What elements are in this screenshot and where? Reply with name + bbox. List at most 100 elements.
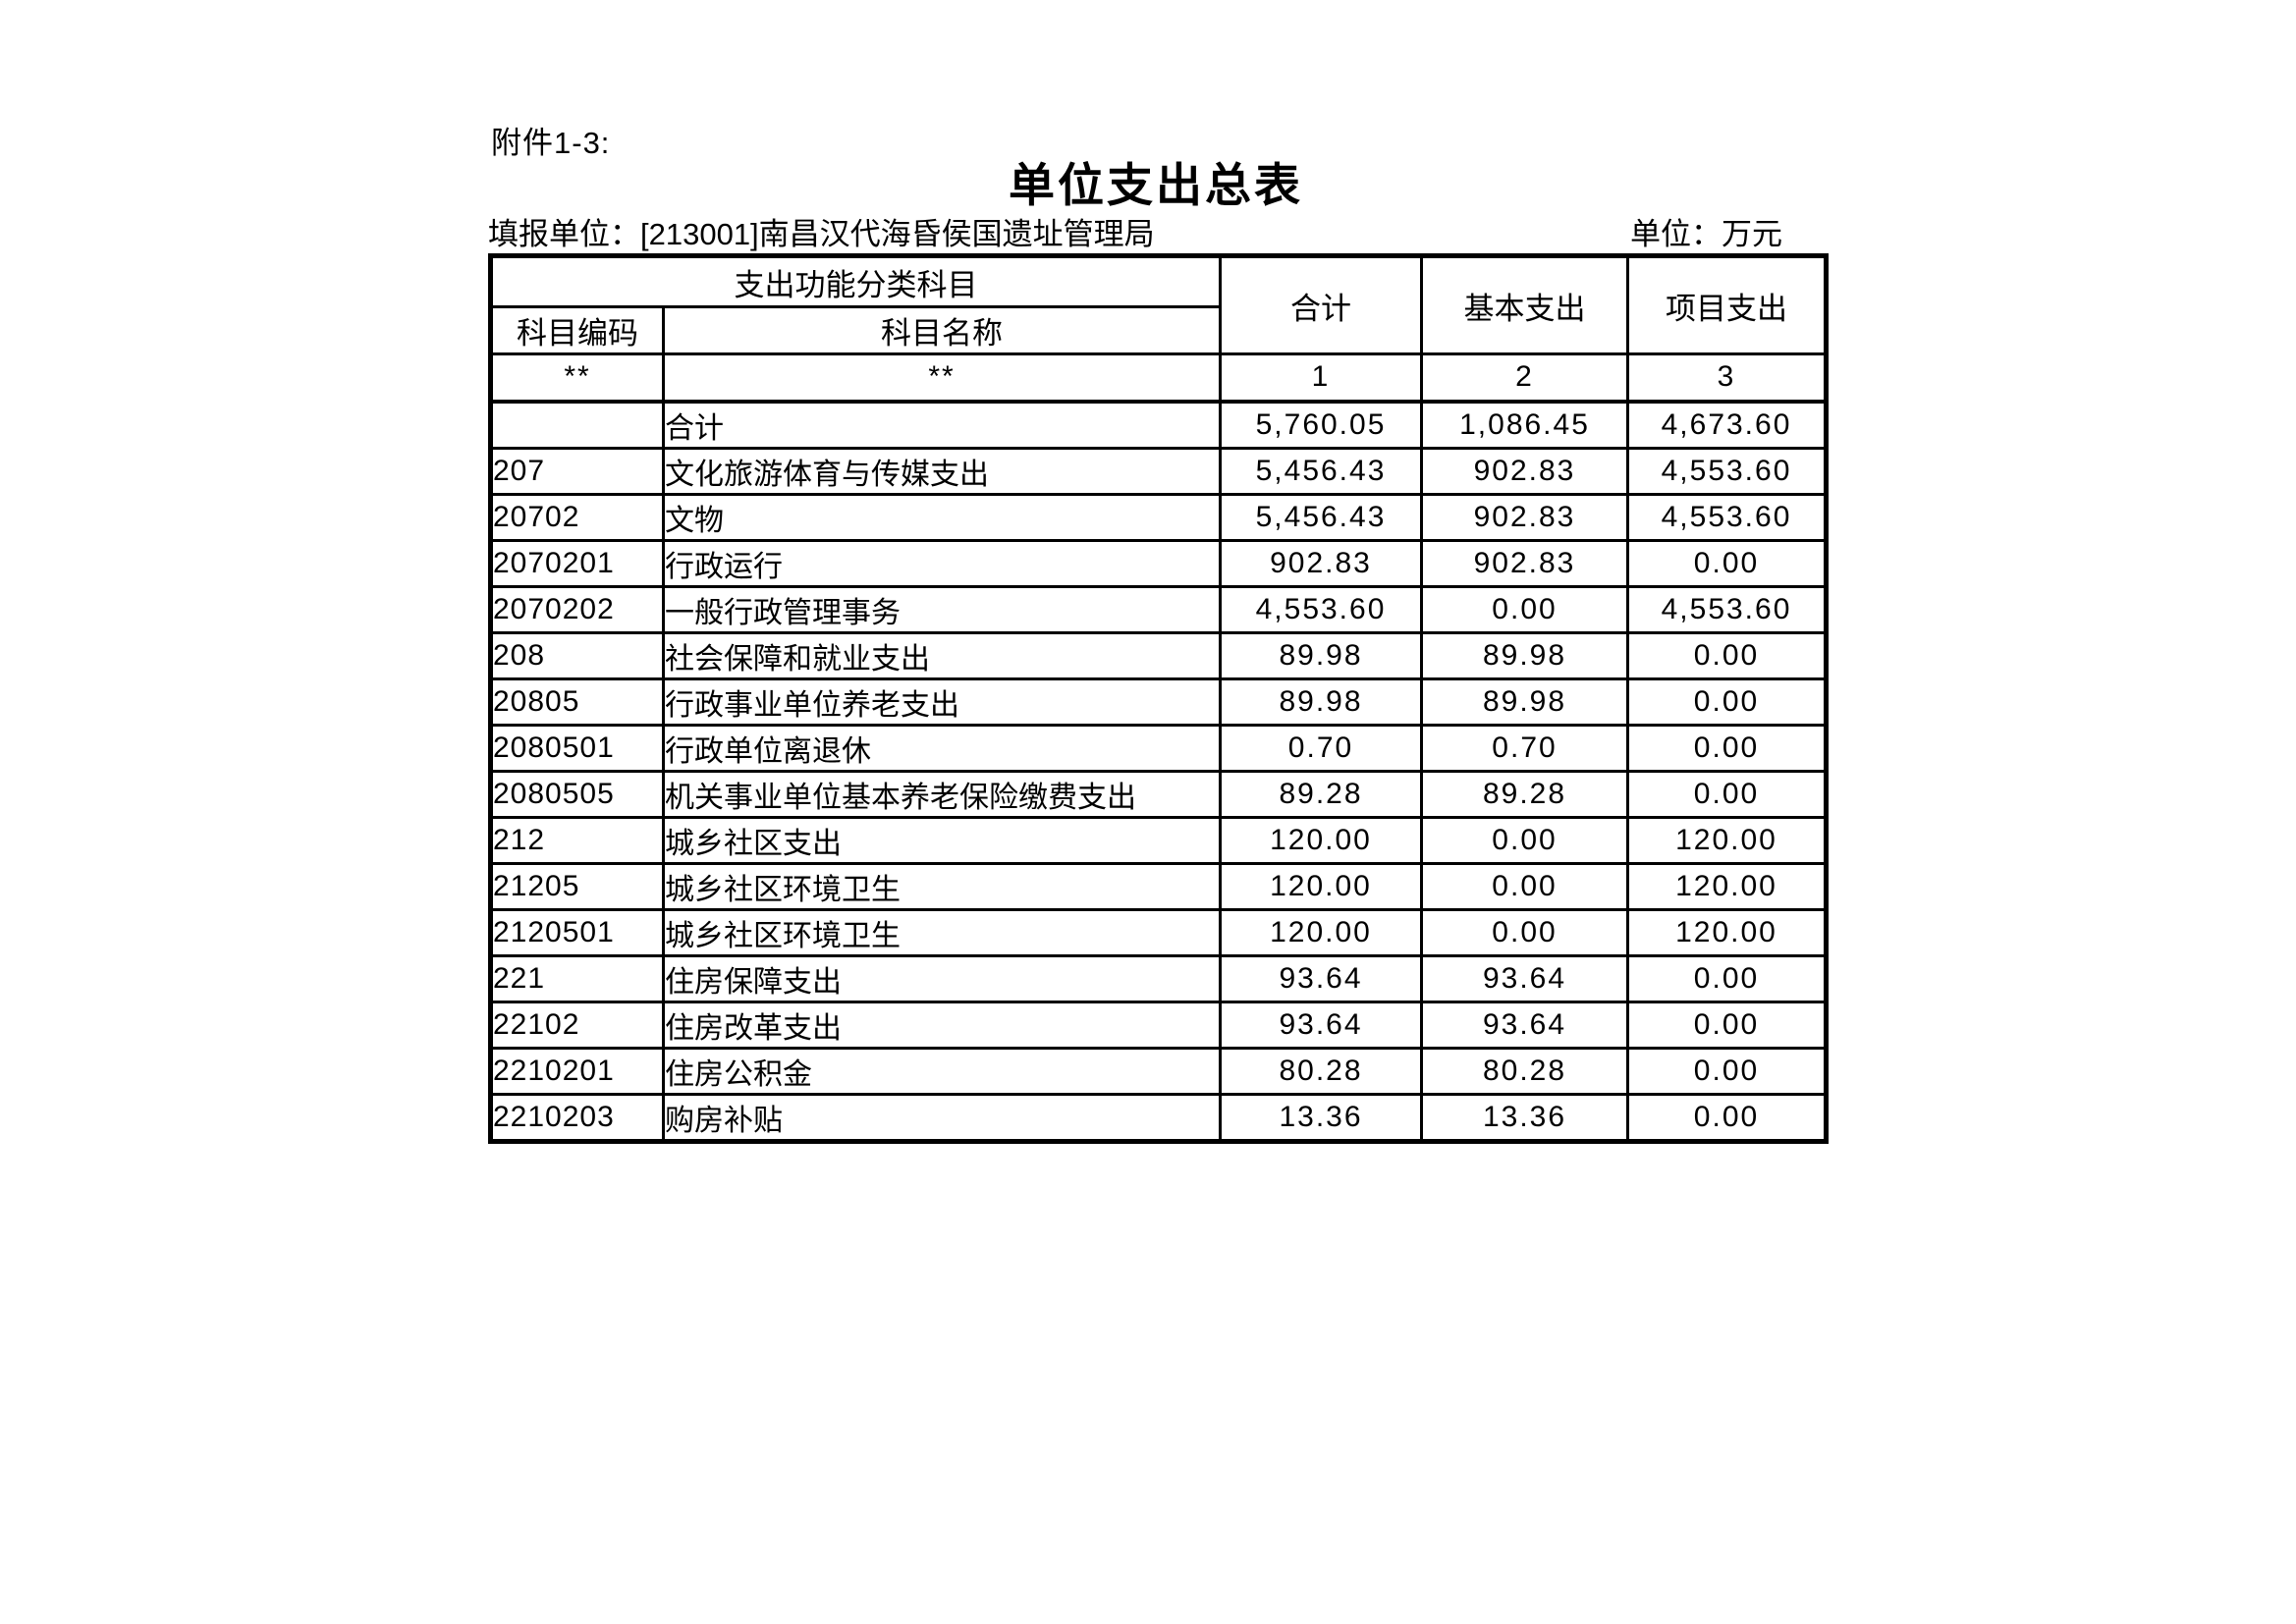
column-number-project: 3 [1626,352,1828,404]
total-cell: 4,553.60 [1219,584,1423,634]
name-cell: 社会保障和就业支出 [662,630,1222,680]
total-cell: 0.70 [1219,723,1423,773]
name-cell: 一般行政管理事务 [662,584,1222,634]
total-cell: 13.36 [1219,1092,1423,1143]
header-basic-expenditure: 基本支出 [1420,254,1629,355]
project-cell: 4,553.60 [1626,492,1828,542]
project-cell: 0.00 [1626,677,1828,727]
code-cell [489,400,665,450]
basic-cell: 0.00 [1420,907,1629,957]
table-row: 2070202 一般行政管理事务 4,553.60 0.00 4,553.60 [489,584,1828,634]
table-row: 20702 文物 5,456.43 902.83 4,553.60 [489,492,1828,542]
project-cell: 0.00 [1626,538,1828,588]
project-cell: 4,553.60 [1626,584,1828,634]
name-cell: 文化旅游体育与传媒支出 [662,446,1222,496]
project-cell: 4,673.60 [1626,400,1828,450]
table-row: 2080501 行政单位离退休 0.70 0.70 0.00 [489,723,1828,773]
table-row: 221 住房保障支出 93.64 93.64 0.00 [489,953,1828,1003]
column-number-basic: 2 [1420,352,1629,404]
total-cell: 120.00 [1219,861,1423,911]
name-cell: 购房补贴 [662,1092,1222,1143]
table-row: 21205 城乡社区环境卫生 120.00 0.00 120.00 [489,861,1828,911]
total-cell: 80.28 [1219,1046,1423,1096]
name-cell: 住房改革支出 [662,1000,1222,1050]
project-cell: 120.00 [1626,907,1828,957]
name-cell: 行政运行 [662,538,1222,588]
basic-cell: 80.28 [1420,1046,1629,1096]
code-cell: 20805 [489,677,665,727]
project-cell: 0.00 [1626,1046,1828,1096]
page-title: 单位支出总表 [1009,159,1303,211]
header-total: 合计 [1219,254,1423,355]
reporting-unit: 填报单位：[213001]南昌汉代海昏侯国遗址管理局 [488,217,1155,251]
code-cell: 2070201 [489,538,665,588]
basic-cell: 89.98 [1420,630,1629,680]
project-cell: 0.00 [1626,723,1828,773]
basic-cell: 89.28 [1420,769,1629,819]
name-cell: 行政单位离退休 [662,723,1222,773]
code-cell: 21205 [489,861,665,911]
table-row: 2080505 机关事业单位基本养老保险缴费支出 89.28 89.28 0.0… [489,769,1828,819]
code-cell: 221 [489,953,665,1003]
total-cell: 120.00 [1219,815,1423,865]
basic-cell: 902.83 [1420,446,1629,496]
total-cell: 902.83 [1219,538,1423,588]
name-cell: 行政事业单位养老支出 [662,677,1222,727]
total-cell: 5,456.43 [1219,446,1423,496]
basic-cell: 0.00 [1420,815,1629,865]
basic-cell: 902.83 [1420,492,1629,542]
project-cell: 120.00 [1626,861,1828,911]
name-cell: 机关事业单位基本养老保险缴费支出 [662,769,1222,819]
name-cell: 合计 [662,400,1222,450]
code-cell: 2210203 [489,1092,665,1143]
code-cell: 2210201 [489,1046,665,1096]
basic-cell: 0.00 [1420,584,1629,634]
table-row: 212 城乡社区支出 120.00 0.00 120.00 [489,815,1828,865]
project-cell: 0.00 [1626,630,1828,680]
name-cell: 住房保障支出 [662,953,1222,1003]
basic-cell: 93.64 [1420,1000,1629,1050]
currency-unit-label: 单位：万元 [1630,217,1782,251]
table-header: 支出功能分类科目 合计 基本支出 项目支出 科目编码 科目名称 ** ** 1 … [489,254,1828,404]
table-row: 2210203 购房补贴 13.36 13.36 0.00 [489,1092,1828,1143]
basic-cell: 902.83 [1420,538,1629,588]
header-subject-name: 科目名称 [662,305,1222,355]
total-cell: 5,456.43 [1219,492,1423,542]
table-row: 2120501 城乡社区环境卫生 120.00 0.00 120.00 [489,907,1828,957]
project-cell: 0.00 [1626,769,1828,819]
code-cell: 2080505 [489,769,665,819]
attachment-label: 附件1-3: [491,126,611,160]
header-row-star: ** ** 1 2 3 [489,352,1828,404]
total-cell: 5,760.05 [1219,400,1423,450]
project-cell: 120.00 [1626,815,1828,865]
header-row-group: 支出功能分类科目 合计 基本支出 项目支出 [489,254,1828,355]
header-row-sub: 科目编码 科目名称 [489,305,1827,355]
total-cell: 89.98 [1219,630,1423,680]
total-cell: 93.64 [1219,1000,1423,1050]
meta-line: 填报单位：[213001]南昌汉代海昏侯国遗址管理局 单位：万元 [488,209,1824,253]
basic-cell: 93.64 [1420,953,1629,1003]
table-row: 207 文化旅游体育与传媒支出 5,456.43 902.83 4,553.60 [489,446,1828,496]
project-cell: 0.00 [1626,953,1828,1003]
table-row: 22102 住房改革支出 93.64 93.64 0.00 [489,1000,1828,1050]
header-project-expenditure: 项目支出 [1626,254,1828,355]
table-body: 合计 5,760.05 1,086.45 4,673.60 207 文化旅游体育… [489,400,1828,1143]
basic-cell: 13.36 [1420,1092,1629,1143]
total-cell: 120.00 [1219,907,1423,957]
total-cell: 93.64 [1219,953,1423,1003]
code-cell: 2080501 [489,723,665,773]
project-cell: 4,553.60 [1626,446,1828,496]
code-cell: 2120501 [489,907,665,957]
basic-cell: 1,086.45 [1420,400,1629,450]
name-cell: 文物 [662,492,1222,542]
name-cell: 城乡社区环境卫生 [662,861,1222,911]
code-cell: 207 [489,446,665,496]
code-cell: 20702 [489,492,665,542]
code-cell: 212 [489,815,665,865]
total-cell: 89.28 [1219,769,1423,819]
total-cell: 89.98 [1219,677,1423,727]
project-cell: 0.00 [1626,1092,1828,1143]
code-cell: 22102 [489,1000,665,1050]
name-cell: 城乡社区环境卫生 [662,907,1222,957]
basic-cell: 89.98 [1420,677,1629,727]
